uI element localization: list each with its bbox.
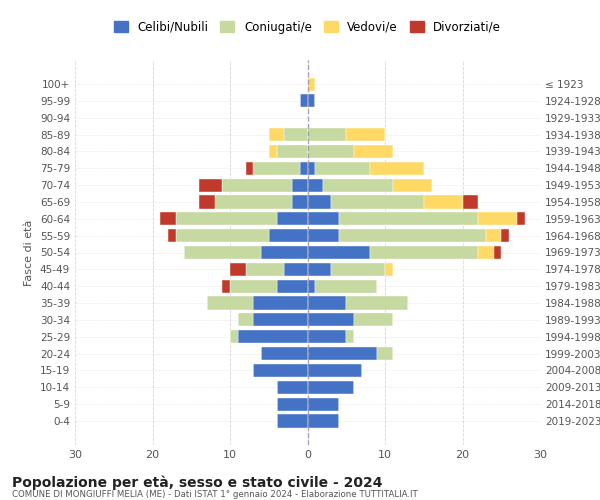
- Text: COMUNE DI MONGIUFFI MELIA (ME) - Dati ISTAT 1° gennaio 2024 - Elaborazione TUTTI: COMUNE DI MONGIUFFI MELIA (ME) - Dati IS…: [12, 490, 418, 499]
- Bar: [230, 280, 277, 293]
- Bar: [517, 212, 524, 226]
- Bar: [277, 398, 308, 410]
- Bar: [308, 229, 338, 242]
- Bar: [245, 162, 253, 175]
- Bar: [370, 246, 478, 259]
- Bar: [245, 263, 284, 276]
- Bar: [238, 314, 253, 326]
- Bar: [354, 145, 393, 158]
- Bar: [277, 414, 308, 428]
- Bar: [292, 178, 308, 192]
- Bar: [323, 178, 393, 192]
- Bar: [308, 196, 331, 208]
- Bar: [308, 314, 354, 326]
- Bar: [346, 128, 385, 141]
- Legend: Celibi/Nubili, Coniugati/e, Vedovi/e, Divorziati/e: Celibi/Nubili, Coniugati/e, Vedovi/e, Di…: [109, 16, 506, 38]
- Bar: [308, 162, 315, 175]
- Bar: [370, 162, 424, 175]
- Bar: [486, 229, 501, 242]
- Bar: [331, 196, 424, 208]
- Bar: [308, 398, 338, 410]
- Bar: [308, 212, 338, 226]
- Bar: [315, 280, 377, 293]
- Bar: [385, 263, 393, 276]
- Bar: [160, 212, 176, 226]
- Bar: [207, 296, 253, 310]
- Bar: [230, 330, 238, 344]
- Bar: [493, 246, 501, 259]
- Bar: [284, 263, 308, 276]
- Bar: [277, 212, 308, 226]
- Bar: [261, 347, 308, 360]
- Bar: [308, 246, 370, 259]
- Bar: [338, 229, 486, 242]
- Bar: [308, 94, 315, 108]
- Bar: [478, 246, 493, 259]
- Bar: [253, 296, 308, 310]
- Bar: [346, 296, 408, 310]
- Bar: [269, 229, 308, 242]
- Bar: [478, 212, 517, 226]
- Bar: [230, 263, 245, 276]
- Bar: [284, 128, 308, 141]
- Bar: [269, 128, 284, 141]
- Bar: [308, 178, 323, 192]
- Bar: [277, 145, 308, 158]
- Bar: [463, 196, 478, 208]
- Bar: [292, 196, 308, 208]
- Bar: [331, 263, 385, 276]
- Bar: [269, 145, 277, 158]
- Bar: [377, 347, 393, 360]
- Bar: [300, 162, 308, 175]
- Bar: [308, 347, 377, 360]
- Bar: [308, 78, 315, 90]
- Bar: [238, 330, 308, 344]
- Bar: [253, 364, 308, 377]
- Bar: [253, 314, 308, 326]
- Bar: [222, 178, 292, 192]
- Bar: [354, 314, 393, 326]
- Bar: [308, 296, 346, 310]
- Bar: [308, 263, 331, 276]
- Bar: [215, 196, 292, 208]
- Bar: [199, 196, 215, 208]
- Y-axis label: Fasce di età: Fasce di età: [25, 220, 34, 286]
- Bar: [424, 196, 463, 208]
- Bar: [222, 280, 230, 293]
- Bar: [308, 414, 338, 428]
- Bar: [261, 246, 308, 259]
- Bar: [176, 229, 269, 242]
- Bar: [308, 380, 354, 394]
- Bar: [315, 162, 370, 175]
- Bar: [501, 229, 509, 242]
- Bar: [184, 246, 261, 259]
- Bar: [308, 280, 315, 293]
- Bar: [393, 178, 431, 192]
- Bar: [277, 280, 308, 293]
- Bar: [308, 128, 346, 141]
- Text: Popolazione per età, sesso e stato civile - 2024: Popolazione per età, sesso e stato civil…: [12, 475, 383, 490]
- Bar: [176, 212, 277, 226]
- Bar: [168, 229, 176, 242]
- Bar: [199, 178, 222, 192]
- Bar: [308, 145, 354, 158]
- Bar: [308, 330, 346, 344]
- Bar: [277, 380, 308, 394]
- Bar: [338, 212, 478, 226]
- Bar: [346, 330, 354, 344]
- Bar: [308, 364, 362, 377]
- Bar: [300, 94, 308, 108]
- Bar: [253, 162, 300, 175]
